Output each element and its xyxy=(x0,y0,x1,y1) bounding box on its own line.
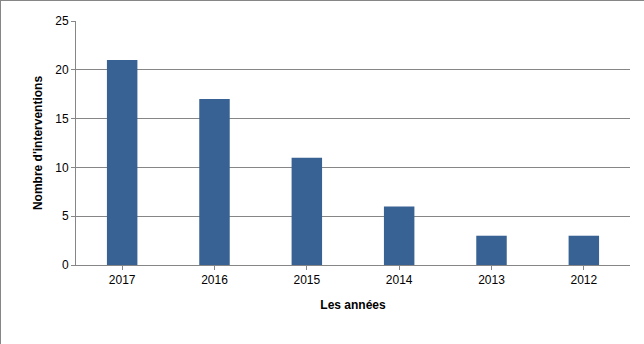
svg-text:2017: 2017 xyxy=(109,273,136,287)
svg-text:Les années: Les années xyxy=(320,298,386,312)
svg-text:2012: 2012 xyxy=(570,273,597,287)
svg-text:Nombre d'interventions: Nombre d'interventions xyxy=(31,76,45,211)
svg-text:0: 0 xyxy=(62,258,69,272)
svg-text:2013: 2013 xyxy=(478,273,505,287)
svg-text:2016: 2016 xyxy=(201,273,228,287)
svg-text:25: 25 xyxy=(55,14,69,28)
svg-text:20: 20 xyxy=(55,63,69,77)
svg-text:15: 15 xyxy=(55,112,69,126)
svg-text:5: 5 xyxy=(62,209,69,223)
svg-text:2015: 2015 xyxy=(293,273,320,287)
svg-text:2014: 2014 xyxy=(386,273,413,287)
svg-text:10: 10 xyxy=(55,161,69,175)
